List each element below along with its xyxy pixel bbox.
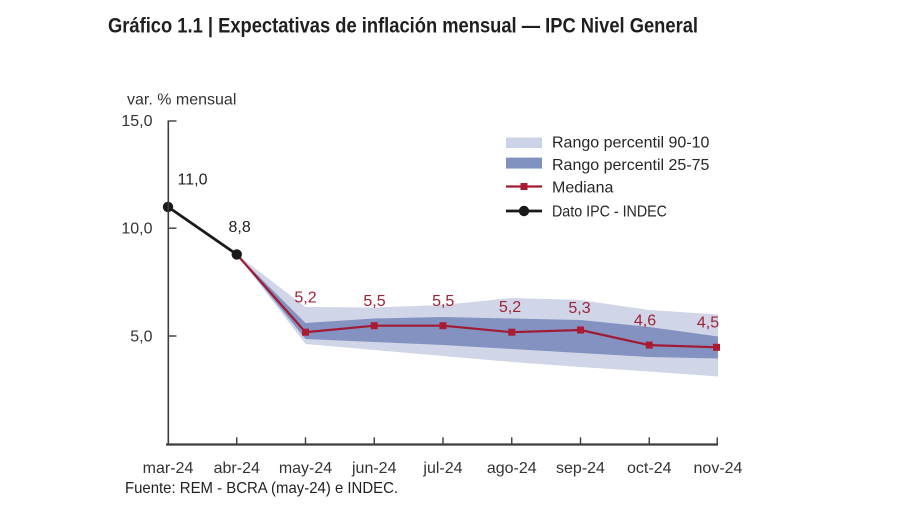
svg-text:var. % mensual: var. % mensual (127, 92, 236, 109)
svg-text:8,8: 8,8 (228, 219, 250, 236)
svg-text:15,0: 15,0 (121, 113, 152, 130)
svg-text:5,2: 5,2 (294, 290, 316, 307)
svg-text:Fuente: REM - BCRA (may-24) e: Fuente: REM - BCRA (may-24) e INDEC. (125, 480, 398, 497)
svg-text:10,0: 10,0 (121, 221, 152, 238)
svg-text:5,3: 5,3 (568, 300, 590, 317)
svg-text:Rango percentil 90-10: Rango percentil 90-10 (552, 135, 710, 152)
svg-text:Dato IPC - INDEC: Dato IPC - INDEC (552, 204, 667, 221)
svg-text:may-24: may-24 (279, 460, 332, 477)
svg-text:ago-24: ago-24 (487, 460, 537, 477)
svg-text:5,5: 5,5 (432, 293, 454, 310)
svg-text:nov-24: nov-24 (694, 460, 743, 477)
svg-text:5,2: 5,2 (499, 299, 521, 316)
svg-text:jun-24: jun-24 (351, 460, 397, 477)
svg-text:jul-24: jul-24 (422, 460, 462, 477)
svg-text:Gráfico 1.1 | Expectativas de: Gráfico 1.1 | Expectativas de inflación … (108, 15, 698, 38)
svg-text:4,6: 4,6 (634, 312, 656, 329)
svg-text:5,0: 5,0 (130, 329, 152, 346)
svg-text:5,5: 5,5 (363, 293, 385, 310)
svg-text:11,0: 11,0 (178, 172, 208, 189)
svg-text:oct-24: oct-24 (627, 460, 672, 477)
svg-text:Mediana: Mediana (552, 180, 613, 197)
svg-text:4,5: 4,5 (697, 315, 719, 332)
svg-text:mar-24: mar-24 (143, 460, 194, 477)
svg-text:Rango percentil 25-75: Rango percentil 25-75 (552, 157, 710, 174)
svg-text:abr-24: abr-24 (214, 460, 260, 477)
svg-text:sep-24: sep-24 (556, 460, 605, 477)
